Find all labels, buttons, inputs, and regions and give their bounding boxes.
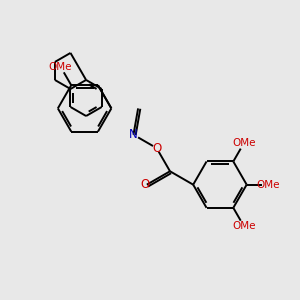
Text: OMe: OMe xyxy=(49,62,72,72)
Text: N: N xyxy=(129,128,138,141)
Text: OMe: OMe xyxy=(256,180,280,190)
Text: O: O xyxy=(152,142,161,154)
Text: O: O xyxy=(141,178,150,191)
Text: OMe: OMe xyxy=(232,138,256,148)
Text: OMe: OMe xyxy=(232,221,256,231)
